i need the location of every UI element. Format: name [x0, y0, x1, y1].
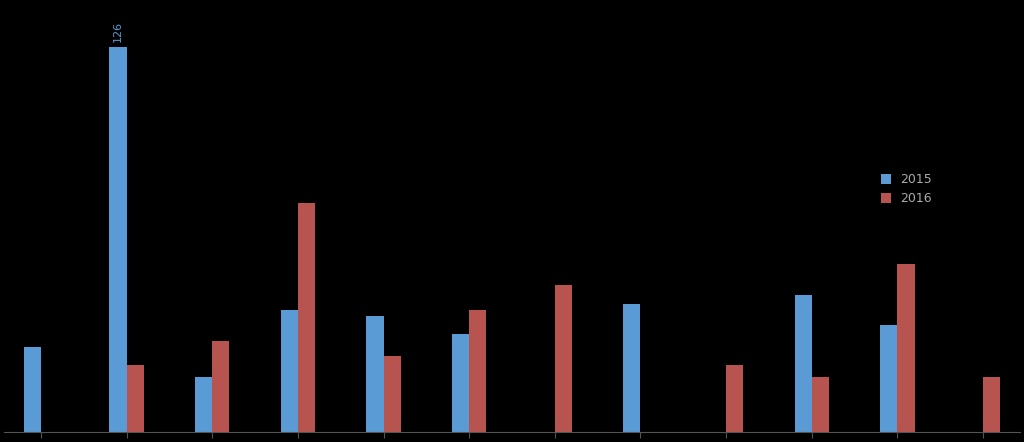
Legend: 2015, 2016: 2015, 2016 [881, 173, 932, 206]
Bar [110, 47, 127, 432]
Bar [452, 335, 469, 432]
Bar [983, 377, 1000, 432]
Bar [384, 356, 400, 432]
Bar [726, 365, 743, 432]
Bar [298, 203, 315, 432]
Bar [881, 325, 897, 432]
Bar [555, 286, 572, 432]
Text: 126: 126 [113, 21, 123, 42]
Bar [897, 264, 914, 432]
Bar [281, 310, 298, 432]
Bar [367, 316, 384, 432]
Bar [812, 377, 829, 432]
Bar [795, 295, 812, 432]
Bar [195, 377, 212, 432]
Bar [624, 304, 640, 432]
Bar [24, 347, 41, 432]
Bar [212, 340, 229, 432]
Bar [469, 310, 486, 432]
Bar [127, 365, 143, 432]
